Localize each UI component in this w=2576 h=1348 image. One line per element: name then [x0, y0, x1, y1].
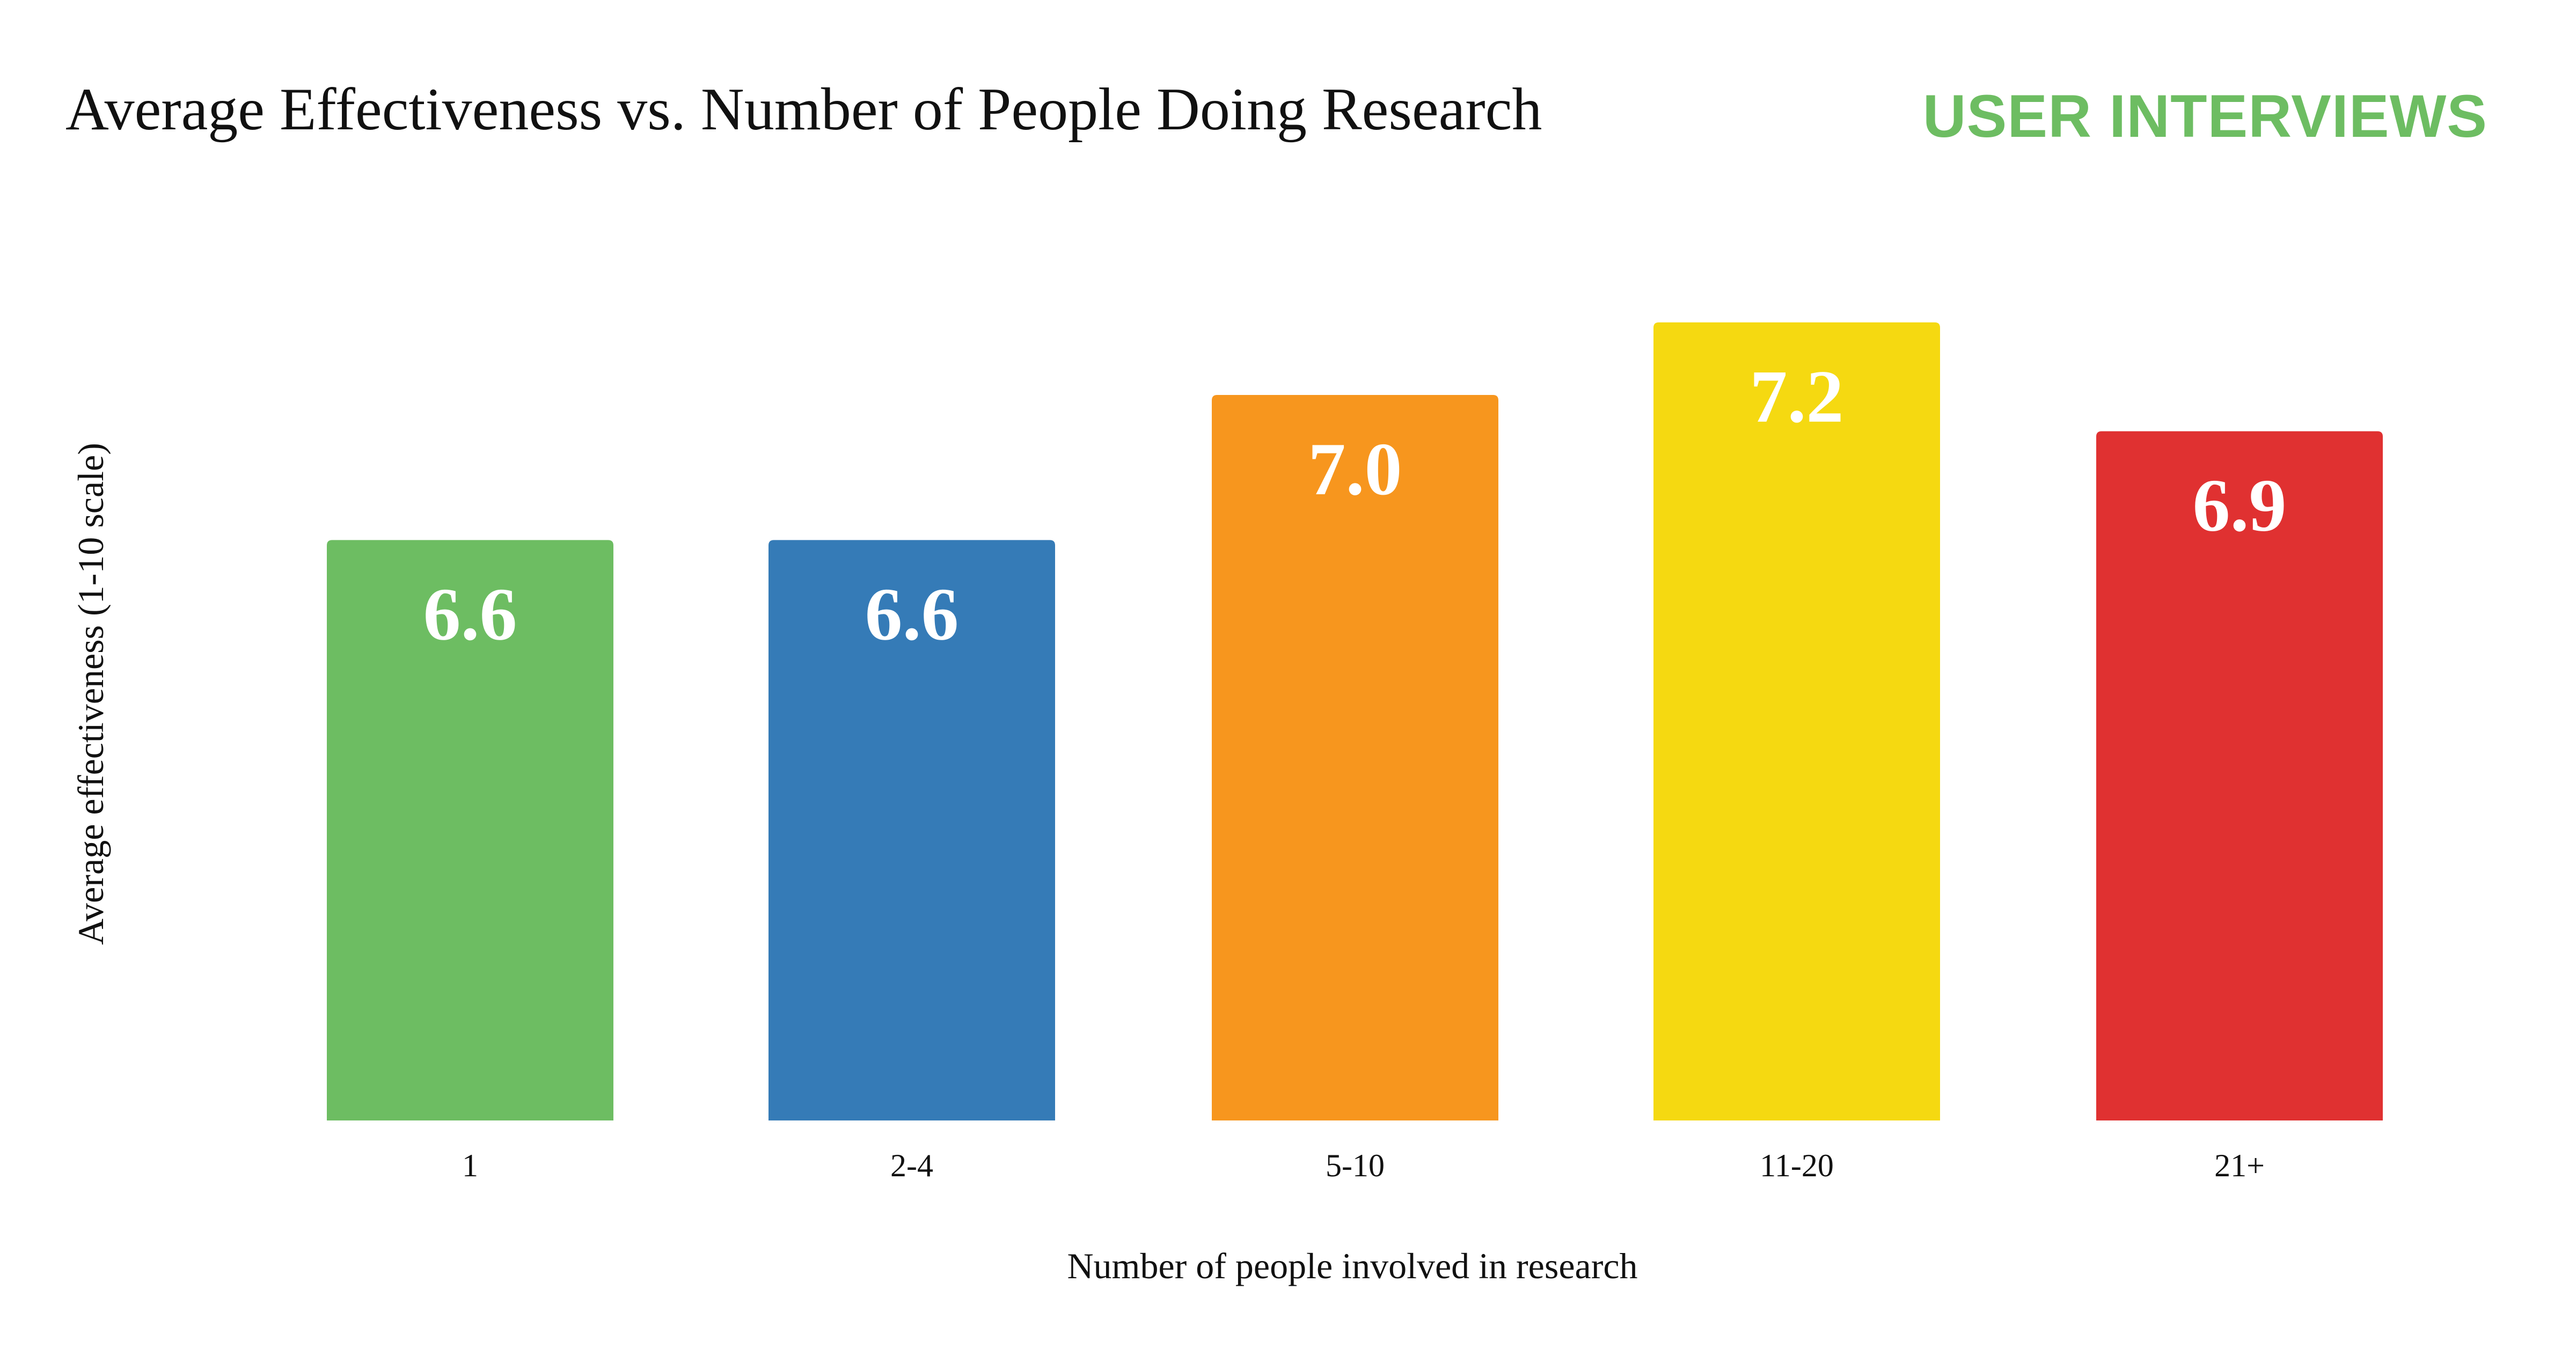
- x-tick-label: 5-10: [1326, 1148, 1385, 1183]
- bar-21+: [2096, 431, 2383, 1120]
- data-label: 6.9: [2193, 464, 2287, 547]
- data-label: 6.6: [865, 573, 959, 656]
- y-axis-label: Average effectiveness (1-10 scale): [70, 443, 111, 945]
- data-label: 6.6: [423, 573, 517, 656]
- data-label: 7.0: [1308, 428, 1402, 511]
- x-axis-label: Number of people involved in research: [1067, 1246, 1637, 1286]
- x-tick-label: 1: [462, 1148, 478, 1183]
- bar-5-10: [1212, 395, 1498, 1120]
- chart-title: Average Effectiveness vs. Number of Peop…: [65, 76, 1542, 143]
- x-tick-label: 2-4: [890, 1148, 933, 1183]
- data-label: 7.2: [1750, 355, 1844, 438]
- bar-2-4: [769, 540, 1055, 1120]
- bar-1: [327, 540, 613, 1120]
- user-interviews-logo: USER INTERVIEWS: [1922, 83, 2487, 150]
- x-tick-label: 21+: [2214, 1148, 2265, 1183]
- x-tick-label: 11-20: [1760, 1148, 1834, 1183]
- bar-11-20: [1653, 322, 1940, 1120]
